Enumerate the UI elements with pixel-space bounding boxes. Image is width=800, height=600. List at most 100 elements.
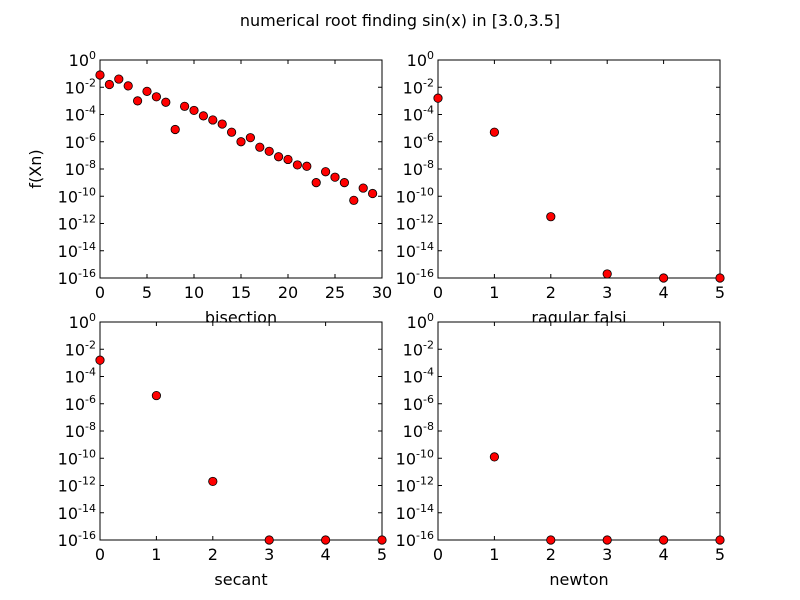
y-tick-label: 10-2 xyxy=(403,76,434,97)
x-tick-label: 1 xyxy=(489,283,499,302)
y-tick-label: 10-16 xyxy=(396,529,434,550)
data-point xyxy=(320,167,331,177)
x-axis-label-secant: secant xyxy=(214,570,267,589)
y-tick-label: 10-2 xyxy=(65,76,96,97)
data-point xyxy=(320,535,331,545)
data-point xyxy=(311,178,321,188)
data-point xyxy=(658,273,669,283)
x-tick-label: 25 xyxy=(325,283,345,302)
y-tick-label: 100 xyxy=(407,311,434,332)
y-tick-label: 10-10 xyxy=(396,185,434,206)
x-tick-label: 2 xyxy=(546,545,556,564)
y-tick-label: 10-14 xyxy=(58,502,96,523)
data-point xyxy=(283,154,293,165)
x-tick-label: 20 xyxy=(278,283,298,302)
y-axis-label: f(Xn) xyxy=(26,149,45,188)
axes-frame-regular-falsi xyxy=(437,59,721,279)
data-point xyxy=(133,96,143,106)
data-point xyxy=(358,183,368,193)
data-point xyxy=(245,133,255,143)
subplot-secant: 0 1 2 3 4 5 100 10-2 10-4 10-6 10-8 10-10 10-12 10-14… xyxy=(58,311,387,589)
data-point xyxy=(264,535,274,545)
subplot-bisection: 0 5 10 15 20 25 30 100 10-2 10-4 10-6 10-8 10-10 10-1… xyxy=(26,49,392,327)
y-tick-label: 100 xyxy=(69,49,96,70)
data-point xyxy=(114,74,124,84)
x-tick-label: 4 xyxy=(659,283,669,302)
y-tick-label: 100 xyxy=(69,311,96,332)
x-tick-label: 10 xyxy=(184,283,204,302)
y-tick-label: 10-16 xyxy=(396,267,434,288)
x-tick-label: 0 xyxy=(95,283,105,302)
y-tick-label: 10-12 xyxy=(58,475,96,496)
data-point xyxy=(339,178,349,188)
data-point xyxy=(208,476,218,487)
data-point xyxy=(95,70,105,80)
y-tick-label: 10-14 xyxy=(396,502,434,523)
subplot-newton: 0 1 2 3 4 5 100 10-2 10-4 10-6 10-8 10-10 10-12 10-14… xyxy=(396,311,725,589)
axes-frame-secant xyxy=(99,321,383,541)
data-point xyxy=(489,452,499,462)
x-tick-label: 0 xyxy=(95,545,105,564)
data-point xyxy=(489,127,499,137)
y-tick-label: 10-8 xyxy=(403,158,434,179)
y-tick-label: 10-16 xyxy=(58,267,96,288)
data-point xyxy=(658,535,669,545)
data-point xyxy=(161,97,171,107)
y-tick-label: 10-12 xyxy=(396,213,434,234)
data-point xyxy=(104,79,115,90)
x-tick-label: 3 xyxy=(264,545,274,564)
data-point xyxy=(602,269,612,279)
y-tick-label: 10-14 xyxy=(58,240,96,261)
y-tick-label: 10-6 xyxy=(65,393,96,414)
data-point xyxy=(546,212,556,222)
x-axis-label-newton: newton xyxy=(549,570,608,589)
data-point xyxy=(264,146,274,156)
data-point xyxy=(123,81,133,91)
data-point xyxy=(180,101,190,111)
x-tick-label: 0 xyxy=(433,545,443,564)
data-point xyxy=(198,111,208,121)
axes-frame-newton xyxy=(437,321,721,541)
data-point xyxy=(330,172,340,182)
data-point xyxy=(189,105,199,116)
data-point xyxy=(302,161,312,171)
data-point xyxy=(217,119,227,129)
data-point xyxy=(95,355,105,365)
x-tick-label: 2 xyxy=(546,283,556,302)
data-point xyxy=(170,124,180,135)
y-tick-label: 10-16 xyxy=(58,529,96,550)
x-tick-label: 5 xyxy=(715,545,725,564)
y-tick-label: 100 xyxy=(407,49,434,70)
x-tick-label: 15 xyxy=(231,283,251,302)
figure-title: numerical root finding sin(x) in [3.0,3.… xyxy=(240,11,560,30)
data-point xyxy=(377,535,387,545)
y-tick-label: 10-2 xyxy=(403,338,434,359)
data-point xyxy=(715,535,725,545)
y-tick-label: 10-8 xyxy=(403,420,434,441)
y-tick-label: 10-10 xyxy=(58,185,96,206)
subplot-regular-falsi: 0 1 2 3 4 5 100 10-2 10-4 10-6 10-8 10-10 10-12 10-14… xyxy=(396,49,725,327)
y-tick-label: 10-14 xyxy=(396,240,434,261)
data-point xyxy=(602,535,612,545)
x-tick-label: 3 xyxy=(602,545,612,564)
data-point xyxy=(367,188,378,199)
data-point xyxy=(273,152,284,162)
x-tick-label: 5 xyxy=(715,283,725,302)
y-tick-label: 10-12 xyxy=(58,213,96,234)
y-tick-label: 10-4 xyxy=(403,366,434,387)
data-point xyxy=(715,273,725,283)
y-tick-label: 10-10 xyxy=(396,447,434,468)
data-point xyxy=(142,86,152,96)
y-tick-label: 10-4 xyxy=(65,366,96,387)
x-tick-label: 5 xyxy=(142,283,152,302)
data-point xyxy=(349,195,359,205)
data-point xyxy=(151,390,161,401)
x-tick-label: 0 xyxy=(433,283,443,302)
x-tick-label: 1 xyxy=(151,545,161,564)
data-point xyxy=(255,142,265,152)
data-point xyxy=(227,127,237,137)
y-tick-label: 10-8 xyxy=(65,420,96,441)
y-tick-label: 10-4 xyxy=(403,104,434,125)
subplot-grid: 0 5 10 15 20 25 3010010-210-410-610-810-1010-1… xyxy=(26,49,725,589)
x-tick-label: 2 xyxy=(208,545,218,564)
